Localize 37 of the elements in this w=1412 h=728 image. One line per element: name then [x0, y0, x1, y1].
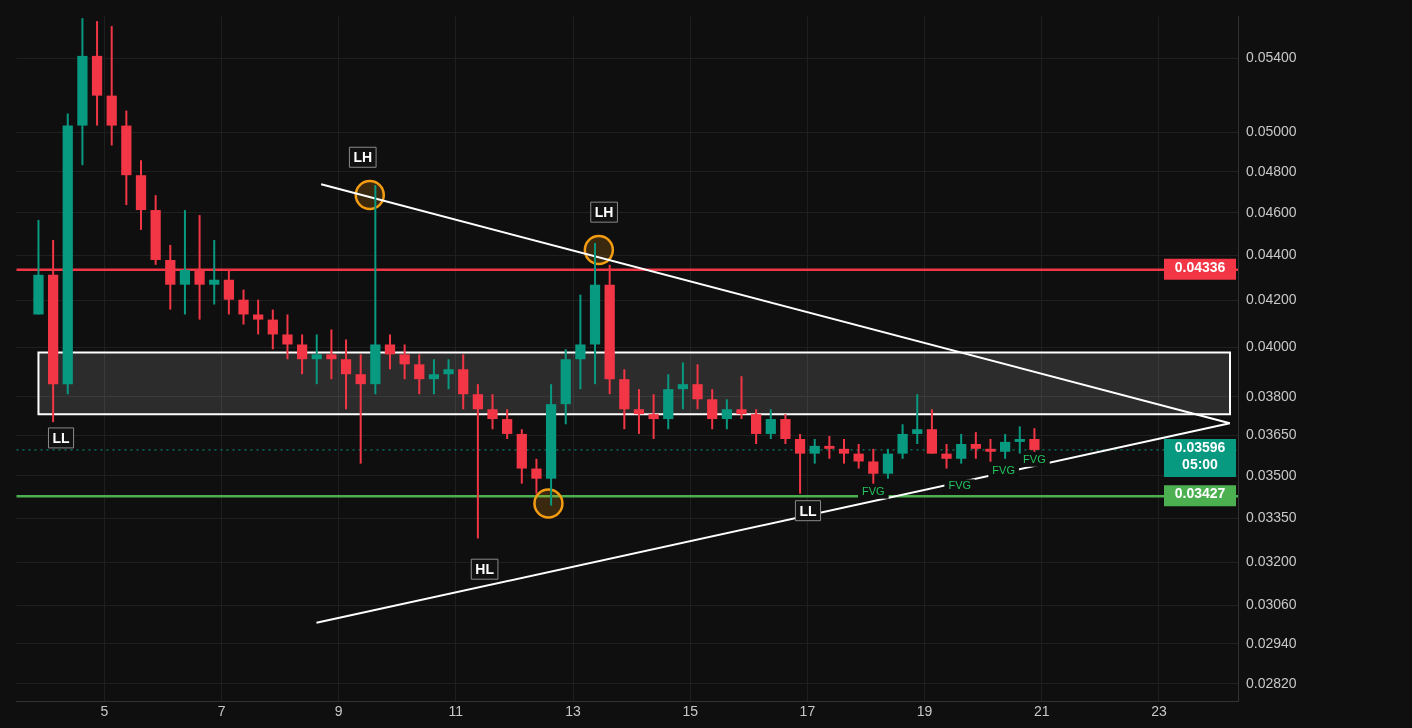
y-tick-label: 0.04800	[1246, 162, 1297, 179]
annotation: HL	[475, 561, 495, 578]
annotation: LL	[52, 429, 71, 446]
y-tick-label: 0.04000	[1246, 338, 1297, 355]
y-tick-label: 0.05400	[1246, 49, 1297, 66]
y-tick-label: 0.02940	[1246, 634, 1297, 651]
y-tick-label: 0.04400	[1246, 246, 1297, 263]
ref-line-label: 0.03596 05:00	[1174, 438, 1226, 472]
annotation: LH	[594, 204, 614, 221]
y-tick-label: 0.05000	[1246, 123, 1297, 140]
x-tick-label: 7	[217, 703, 226, 720]
y-tick-label: 0.03060	[1246, 596, 1297, 613]
x-tick-label: 21	[1033, 703, 1050, 720]
annotation: LH	[353, 149, 373, 166]
ref-line-label: 0.03427	[1174, 485, 1226, 502]
x-tick-label: 13	[565, 703, 582, 720]
x-tick-label: 19	[916, 703, 933, 720]
x-tick-label: 23	[1151, 703, 1167, 720]
y-tick-label: 0.03800	[1246, 387, 1297, 404]
annotation: FVG	[948, 478, 972, 491]
x-tick-label: 15	[682, 703, 699, 720]
x-tick-label: 9	[334, 703, 343, 720]
y-tick-label: 0.04600	[1246, 203, 1297, 220]
y-tick-label: 0.03650	[1246, 426, 1297, 443]
y-tick-label: 0.03200	[1246, 553, 1297, 570]
annotation: FVG	[862, 485, 885, 498]
x-tick-label: 17	[799, 703, 816, 720]
y-tick-label: 0.03350	[1246, 508, 1297, 525]
ref-line-label: 0.04336	[1174, 258, 1226, 275]
y-tick-label: 0.04200	[1246, 291, 1297, 308]
x-tick-label: 5	[100, 703, 109, 720]
y-tick-label: 0.02820	[1246, 674, 1297, 691]
x-tick-label: 11	[448, 703, 464, 720]
y-tick-label: 0.03500	[1246, 466, 1297, 483]
annotation: LL	[799, 502, 817, 519]
annotation: FVG	[992, 463, 1015, 476]
annotation: FVG	[1023, 453, 1046, 466]
